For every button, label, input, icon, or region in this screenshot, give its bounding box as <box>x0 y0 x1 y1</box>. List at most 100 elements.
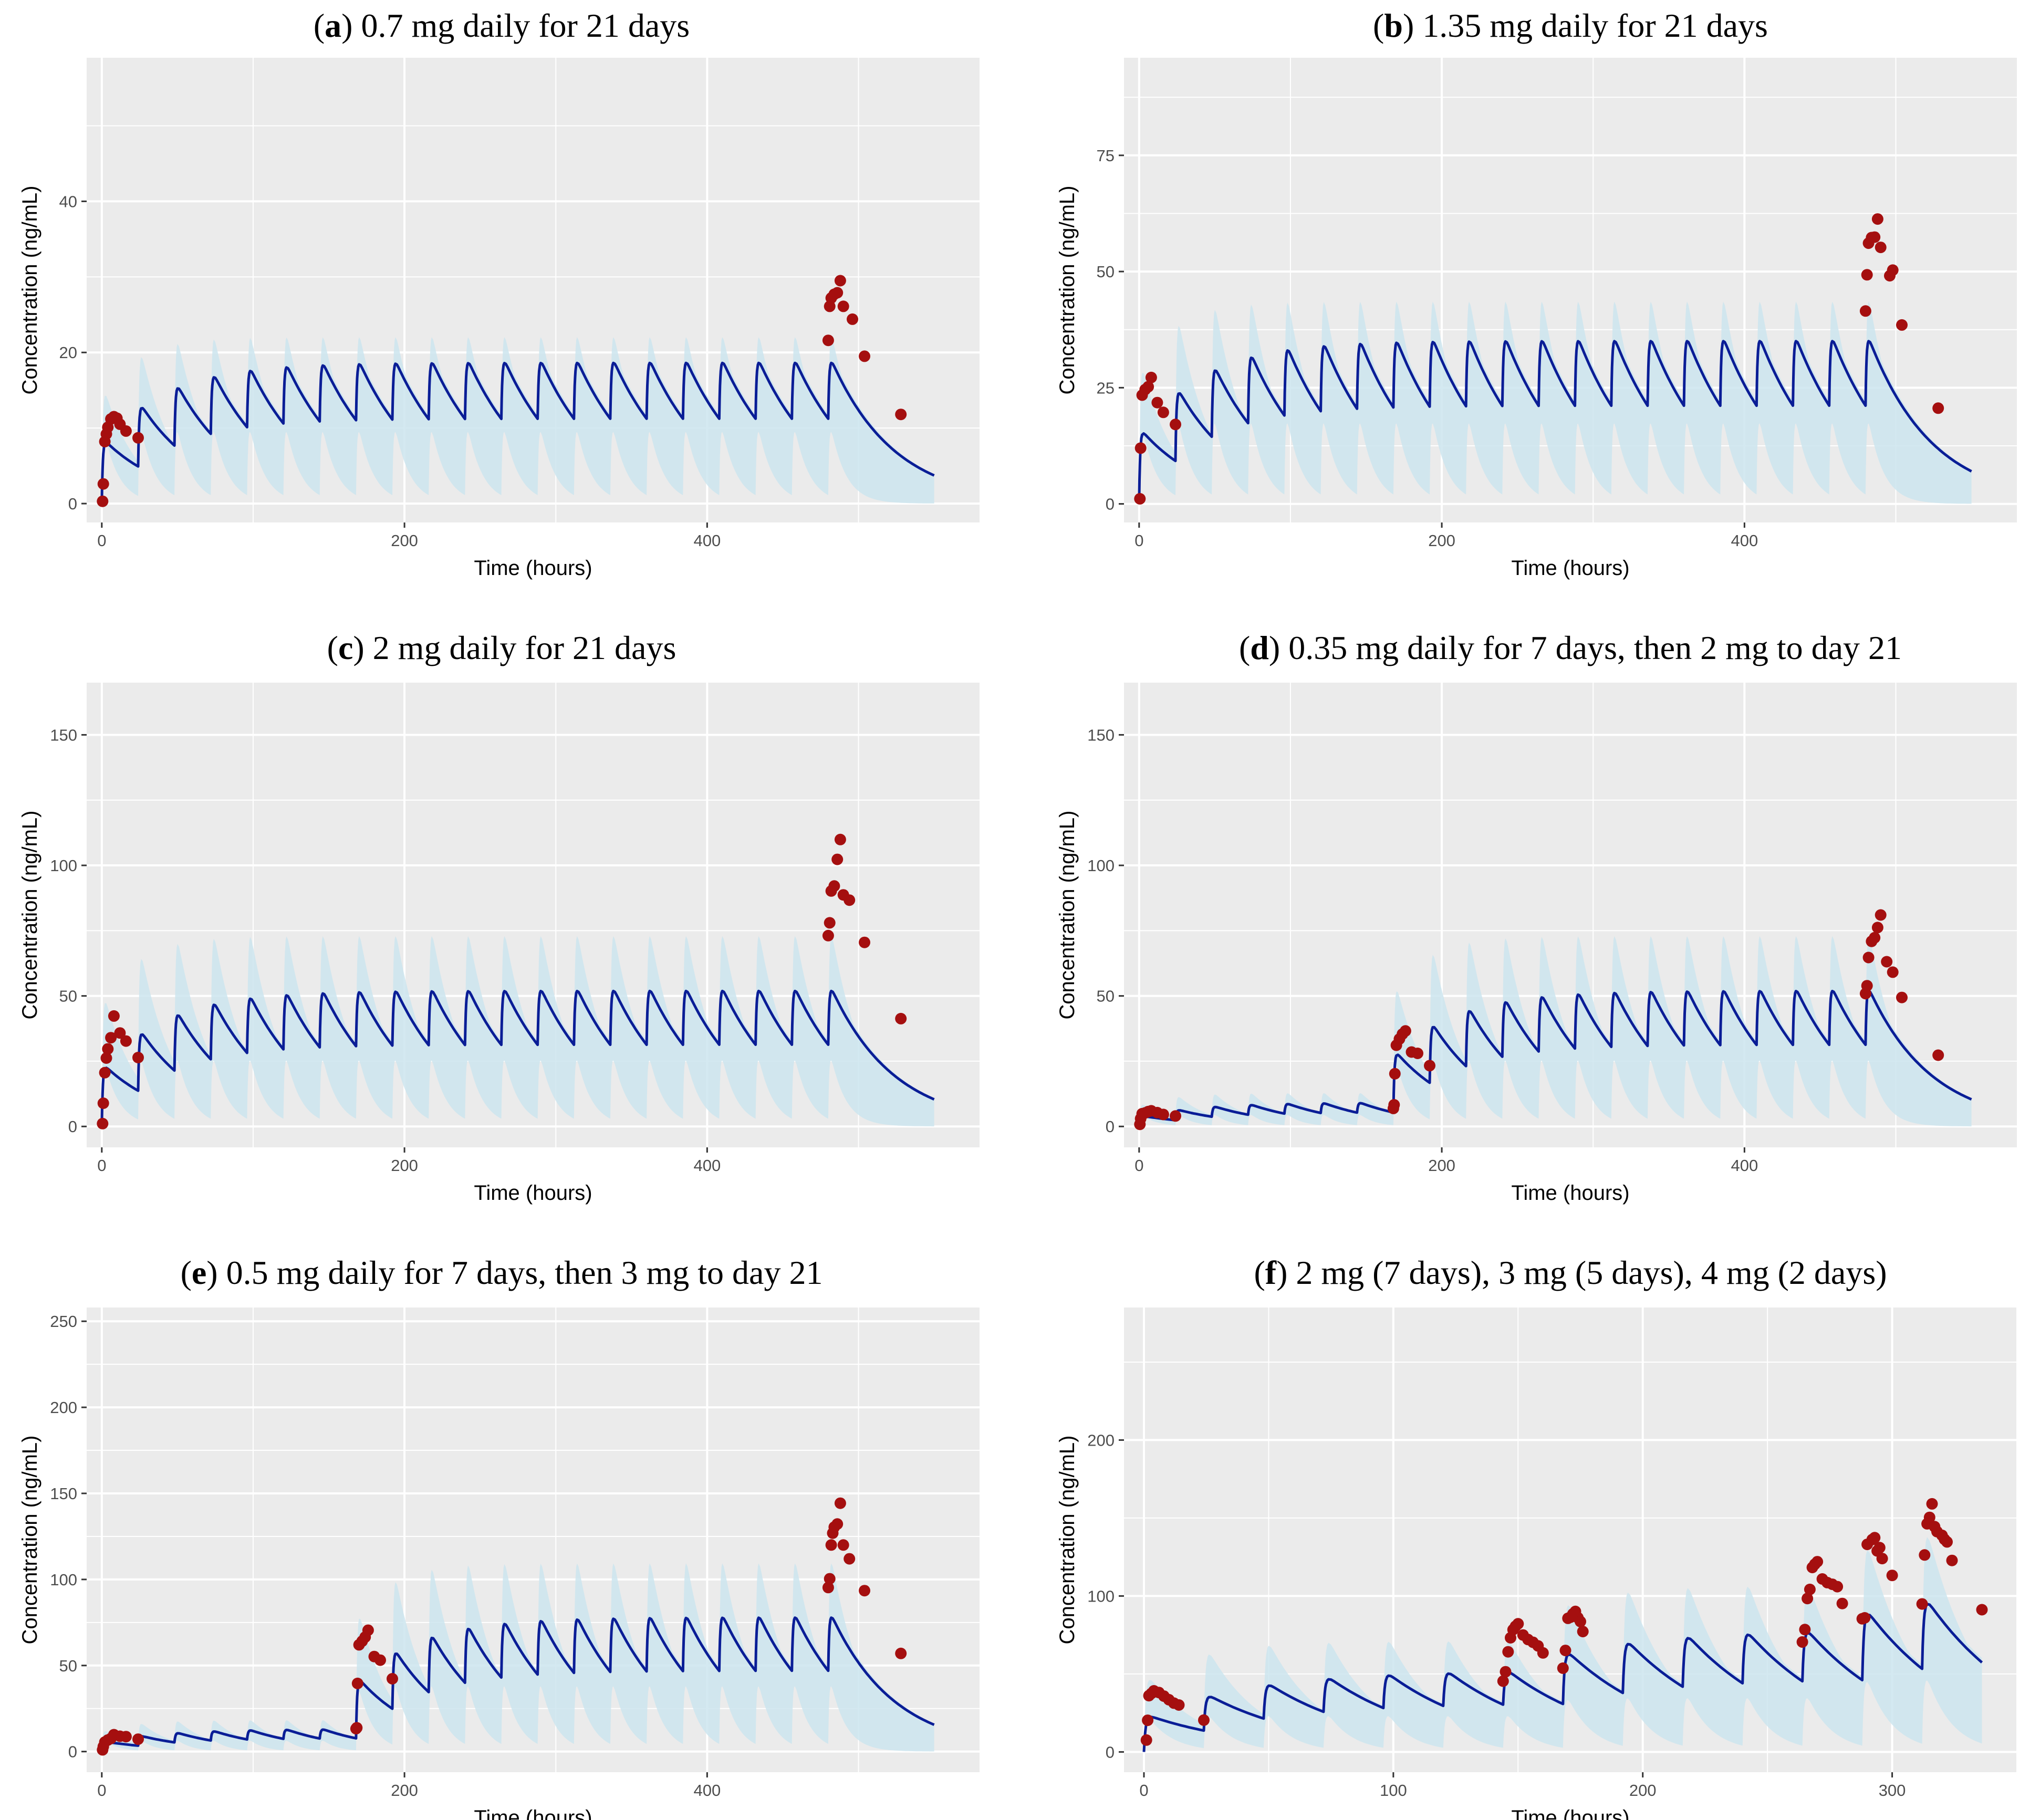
observed-point <box>1557 1662 1569 1674</box>
x-axis-label: Time (hours) <box>1511 557 1629 580</box>
title-text: ) 0.7 mg daily for 21 days <box>341 7 690 44</box>
observed-point <box>1941 1536 1953 1548</box>
axes: 0 200 400 0 50 100 150 Time (hours) Concentratio… <box>1056 726 1758 1205</box>
observed-point <box>97 478 109 490</box>
observed-point <box>97 1097 109 1109</box>
chart-panel-c: (c) 2 mg daily for 21 days 0 200 400 0 50 100 1… <box>18 629 980 1205</box>
y-tick-label: 200 <box>50 1398 77 1417</box>
observed-point <box>1887 264 1899 276</box>
title-letter: d <box>1250 629 1269 666</box>
y-tick-label: 100 <box>50 1571 77 1589</box>
x-tick-label: 200 <box>391 1156 418 1175</box>
observed-point <box>114 1027 126 1039</box>
x-tick-label: 0 <box>1139 1781 1148 1800</box>
y-tick-label: 50 <box>59 1657 77 1675</box>
title-letter: e <box>192 1254 206 1291</box>
prediction-interval-band <box>101 936 934 1127</box>
observed-point <box>374 1654 386 1666</box>
panel-title: (b) 1.35 mg daily for 21 days <box>1373 7 1768 44</box>
observed-point <box>97 495 109 507</box>
y-tick-label: 50 <box>1097 987 1115 1006</box>
y-tick-label: 0 <box>1106 495 1115 514</box>
observed-point <box>1869 231 1881 243</box>
observed-point <box>1142 1714 1154 1727</box>
observed-point <box>1836 1597 1848 1609</box>
observed-point <box>1887 966 1899 978</box>
observed-point <box>1886 1570 1898 1582</box>
predicted-concentration-line <box>100 989 935 1127</box>
title-paren-open: ( <box>327 629 338 666</box>
observed-point <box>1859 305 1871 317</box>
observed-points <box>97 1497 907 1756</box>
y-tick-label: 0 <box>68 1117 77 1136</box>
observed-point <box>1170 419 1181 431</box>
x-tick-label: 200 <box>391 1781 418 1800</box>
axes: 0 200 400 0 25 50 75 Time (hours) Concentration … <box>1056 147 1758 580</box>
observed-point <box>102 1043 114 1055</box>
observed-point <box>1869 1532 1881 1544</box>
observed-point <box>1537 1647 1549 1659</box>
observed-point <box>831 853 844 865</box>
title-text: ) 1.35 mg daily for 21 days <box>1403 7 1768 44</box>
title-paren-open: ( <box>181 1254 192 1291</box>
observed-point <box>834 275 846 287</box>
observed-point <box>1388 1099 1400 1111</box>
prediction-interval-band <box>1139 301 1972 504</box>
y-tick-label: 50 <box>1097 263 1115 281</box>
chart-panel-f: (f) 2 mg (7 days), 3 mg (5 days), 4 mg (… <box>1056 1254 2017 1820</box>
observed-point <box>1831 1581 1844 1593</box>
y-tick-label: 150 <box>50 1484 77 1503</box>
observed-point <box>1875 242 1887 254</box>
x-axis-label: Time (hours) <box>474 1806 592 1820</box>
observed-point <box>847 313 858 325</box>
observed-point <box>132 432 144 444</box>
observed-points <box>1134 909 1944 1131</box>
prediction-interval-band <box>1144 1537 1982 1752</box>
y-tick-label: 100 <box>50 856 77 875</box>
x-tick-label: 100 <box>1380 1781 1407 1800</box>
x-axis-label: Time (hours) <box>1511 1181 1629 1205</box>
observed-point <box>1157 406 1169 419</box>
predicted-concentration-line <box>1138 989 1972 1127</box>
observed-point <box>1142 381 1154 393</box>
observed-point <box>99 1066 111 1079</box>
title-paren-open: ( <box>1239 629 1250 666</box>
observed-point <box>1861 269 1873 281</box>
observed-point <box>1497 1675 1509 1687</box>
title-paren-open: ( <box>1373 7 1384 44</box>
observed-point <box>1412 1048 1423 1059</box>
y-tick-label: 20 <box>59 343 77 362</box>
observed-point <box>105 1032 117 1044</box>
x-tick-label: 0 <box>97 531 106 550</box>
observed-point <box>362 1624 374 1636</box>
observed-point <box>859 936 870 948</box>
observed-point <box>351 1677 363 1689</box>
x-tick-label: 200 <box>1629 1781 1657 1800</box>
predicted-concentration-line <box>100 1616 935 1752</box>
observed-point <box>1876 1553 1888 1565</box>
observed-point <box>1896 991 1908 1003</box>
observed-point <box>1424 1060 1435 1072</box>
observed-point <box>1881 956 1893 968</box>
observed-point <box>120 1035 132 1047</box>
observed-point <box>1862 951 1875 964</box>
observed-point <box>1198 1714 1210 1726</box>
observed-point <box>1875 909 1887 921</box>
title-letter: f <box>1265 1254 1277 1291</box>
x-tick-label: 200 <box>1428 531 1455 550</box>
chart-panel-d: (d) 0.35 mg daily for 7 days, then 2 mg … <box>1056 629 2017 1205</box>
panel-title: (f) 2 mg (7 days), 3 mg (5 days), 4 mg (… <box>1254 1254 1887 1291</box>
y-tick-label: 25 <box>1097 379 1115 397</box>
y-tick-label: 150 <box>1087 726 1115 744</box>
observed-points <box>1140 1498 1988 1746</box>
x-tick-label: 0 <box>97 1781 106 1800</box>
title-paren-open: ( <box>314 7 325 44</box>
observed-point <box>859 350 870 362</box>
observed-point <box>1859 1612 1871 1624</box>
x-tick-label: 400 <box>693 531 721 550</box>
x-tick-label: 400 <box>693 1781 721 1800</box>
observed-point <box>822 334 834 347</box>
observed-point <box>1173 1699 1185 1711</box>
